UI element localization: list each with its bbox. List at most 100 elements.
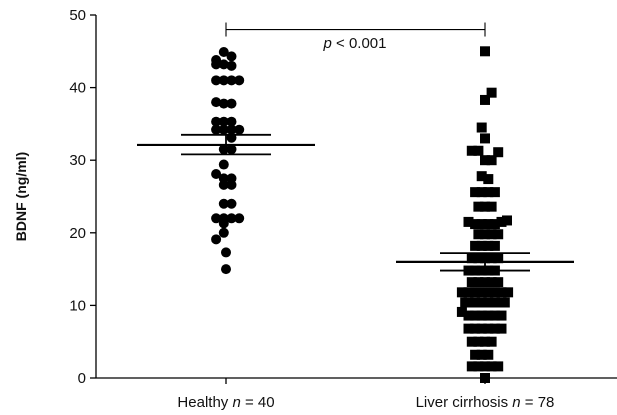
healthy-point: [221, 264, 231, 275]
cirrhosis-point: [480, 201, 490, 212]
healthy-point: [226, 116, 237, 127]
category-label-healthy: Healthy n = 40: [177, 394, 274, 411]
cirrhosis-point: [496, 287, 507, 298]
cirrhosis-point: [480, 373, 490, 383]
cirrhosis-point: [486, 201, 497, 212]
cirrhosis-point: [489, 310, 500, 321]
healthy-point: [226, 75, 237, 86]
cirrhosis-point: [470, 287, 481, 298]
cirrhosis-point: [473, 361, 484, 372]
cirrhosis-point: [480, 297, 490, 308]
cirrhosis-point: [483, 323, 494, 334]
y-tick-label: 20: [69, 225, 86, 242]
cirrhosis-point: [486, 297, 497, 308]
y-axis-title: BDNF (ng/ml): [13, 152, 29, 241]
cirrhosis-point: [480, 229, 490, 240]
healthy-label-count: = 40: [241, 394, 275, 411]
cirrhosis-point: [493, 253, 504, 264]
cirrhosis-point: [493, 147, 504, 158]
healthy-point: [234, 75, 245, 86]
cirrhosis-point: [486, 277, 497, 288]
healthy-point: [211, 116, 222, 127]
cirrhosis-point: [483, 219, 494, 230]
cirrhosis-point: [473, 253, 484, 264]
cirrhosis-point: [503, 287, 514, 298]
cirrhosis-point: [466, 253, 477, 264]
cirrhosis-point: [489, 187, 500, 198]
cirrhosis-point: [473, 201, 484, 212]
cirrhosis-point: [483, 174, 494, 185]
y-tick-label: 0: [78, 370, 86, 387]
healthy-point: [218, 159, 229, 170]
healthy-point: [234, 213, 245, 224]
healthy-point: [226, 213, 237, 224]
healthy-point: [218, 47, 229, 58]
cirrhosis-point: [473, 297, 484, 308]
cirrhosis-point: [486, 253, 497, 264]
cirrhosis-point: [476, 287, 487, 298]
cirrhosis-point: [466, 336, 477, 347]
cirrhosis-point: [486, 87, 497, 98]
cirrhosis-point: [480, 94, 490, 105]
cirrhosis-label-text: Liver cirrhosis: [416, 394, 513, 411]
cirrhosis-point: [493, 361, 504, 372]
y-tick-label: 40: [69, 80, 86, 97]
cirrhosis-point: [480, 277, 490, 288]
cirrhosis-point: [483, 187, 494, 198]
cirrhosis-label-count: = 78: [521, 394, 555, 411]
healthy-point: [211, 124, 222, 135]
axis-layer: [95, 15, 617, 384]
cirrhosis-label-n: n: [512, 394, 520, 411]
healthy-point: [211, 213, 222, 224]
healthy-point: [226, 51, 237, 62]
healthy-point: [218, 227, 229, 238]
healthy-point: [218, 75, 229, 86]
cirrhosis-point: [483, 287, 494, 298]
cirrhosis-point: [473, 145, 484, 156]
cirrhosis-point: [463, 310, 474, 321]
cirrhosis-point: [466, 297, 477, 308]
cirrhosis-point: [470, 349, 481, 360]
cirrhosis-point: [489, 240, 500, 251]
healthy-label-n: n: [232, 394, 240, 411]
category-label-cirrhosis: Liver cirrhosis n = 78: [416, 394, 555, 411]
cirrhosis-point: [486, 155, 497, 166]
cirrhosis-point: [480, 155, 490, 166]
cirrhosis-point: [480, 46, 490, 57]
cirrhosis-point: [463, 287, 474, 298]
mean-sem-bars: [137, 133, 574, 272]
cirrhosis-point: [496, 310, 507, 321]
cirrhosis-point: [489, 219, 500, 230]
cirrhosis-point: [476, 240, 487, 251]
healthy-point: [226, 179, 237, 190]
healthy-point: [211, 59, 222, 70]
p-value-label: p < 0.001: [323, 35, 387, 52]
cirrhosis-point: [476, 187, 487, 198]
healthy-point: [226, 198, 237, 209]
cirrhosis-point: [476, 122, 487, 133]
cirrhosis-point: [476, 171, 487, 182]
cirrhosis-point: [463, 216, 474, 227]
cirrhosis-point: [493, 277, 504, 288]
y-tick-label: 50: [69, 7, 86, 24]
cirrhosis-point: [466, 277, 477, 288]
healthy-point: [211, 75, 222, 86]
healthy-point: [211, 234, 222, 245]
cirrhosis-point: [480, 361, 490, 372]
healthy-point: [218, 124, 229, 135]
y-tick-label: 30: [69, 152, 86, 169]
cirrhosis-point: [476, 310, 487, 321]
cirrhosis-point: [470, 240, 481, 251]
cirrhosis-point: [456, 306, 467, 317]
cirrhosis-point: [463, 323, 474, 334]
cirrhosis-point: [456, 287, 467, 298]
cirrhosis-point: [483, 240, 494, 251]
healthy-label-text: Healthy: [177, 394, 232, 411]
cirrhosis-point: [466, 361, 477, 372]
cirrhosis-point: [496, 216, 507, 227]
healthy-point: [234, 124, 245, 135]
data-points: [211, 46, 514, 383]
healthy-point: [218, 218, 229, 229]
cirrhosis-point: [489, 287, 500, 298]
cirrhosis-point: [466, 145, 477, 156]
